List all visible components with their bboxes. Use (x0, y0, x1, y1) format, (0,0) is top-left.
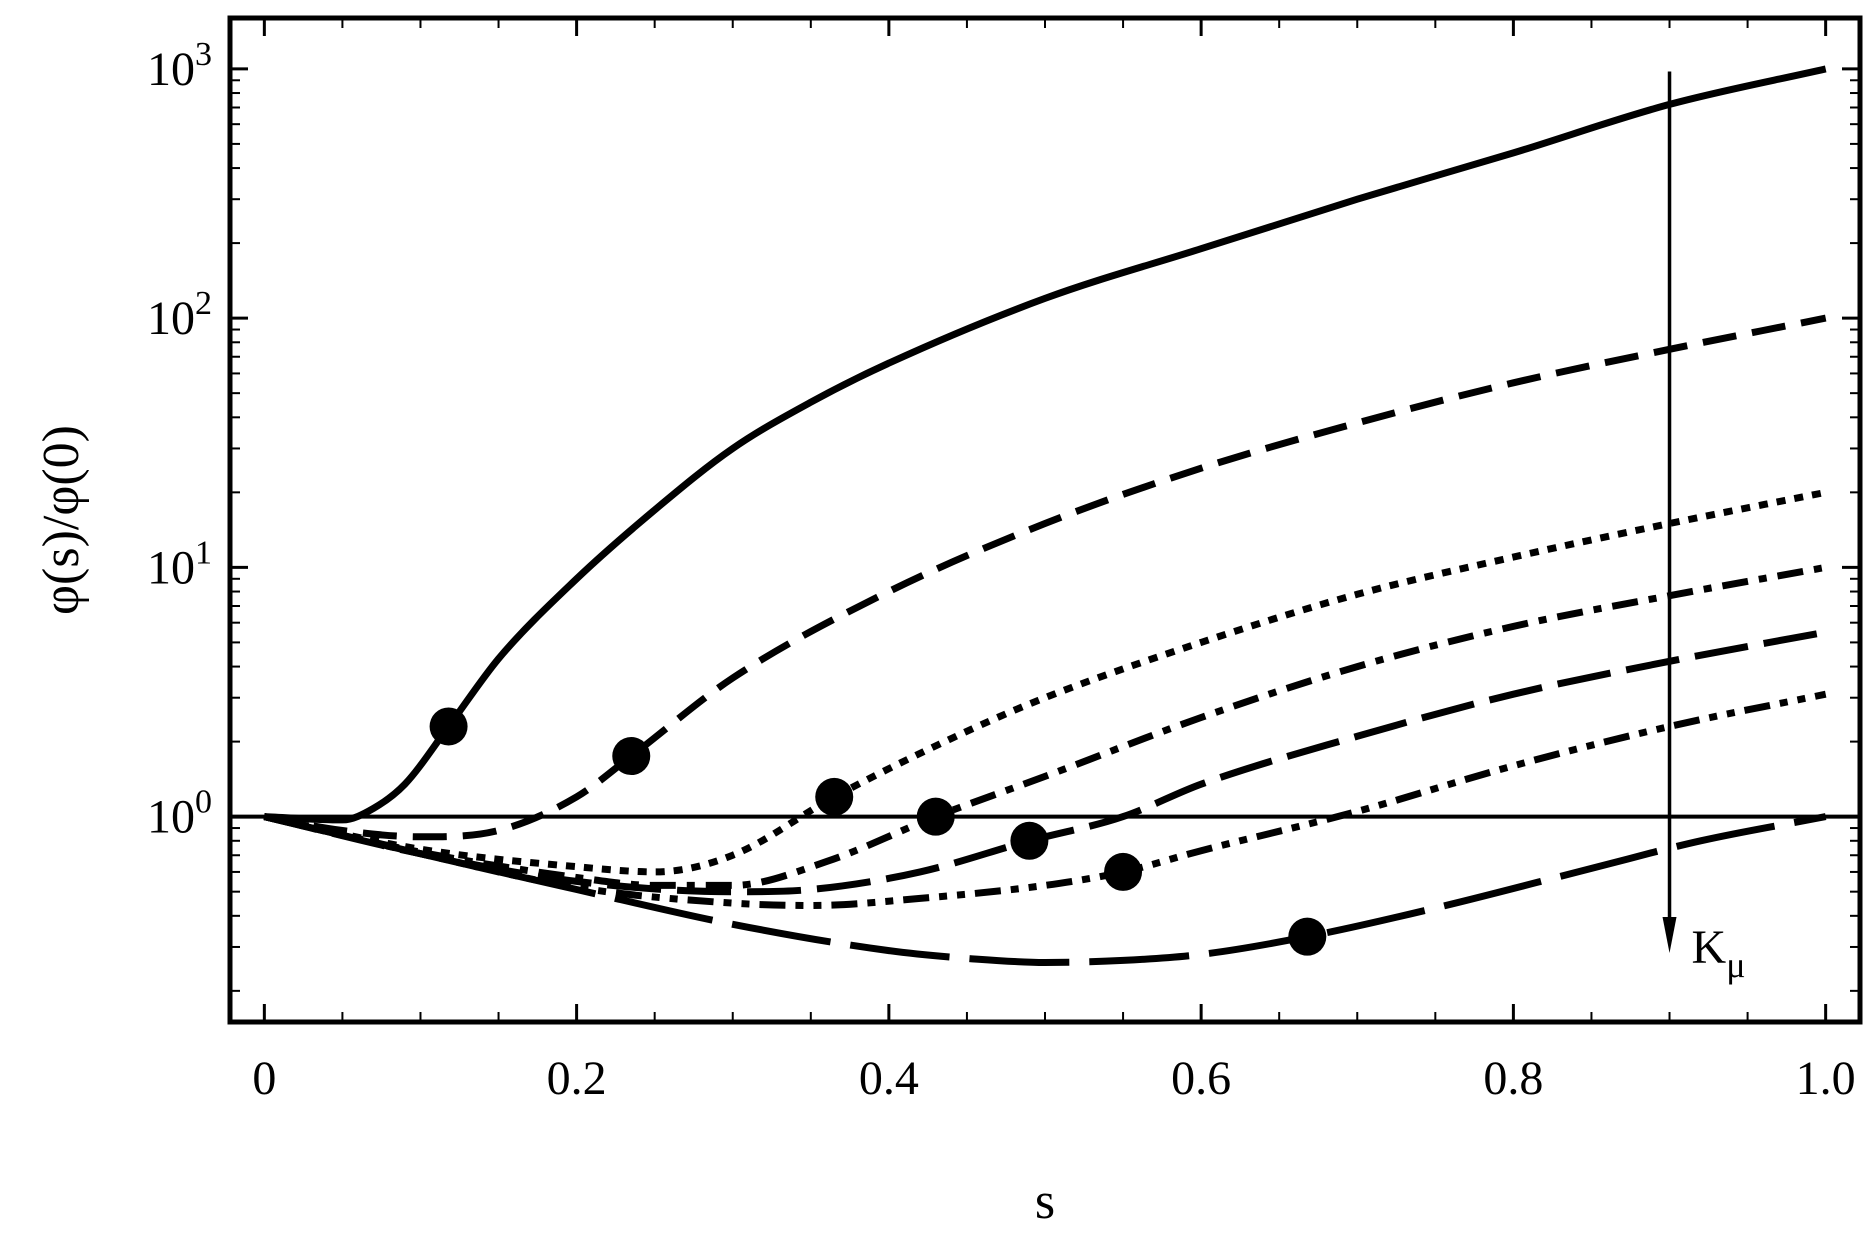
series-line-solid (264, 65, 1827, 824)
k-mu-label-sub: μ (1726, 945, 1745, 985)
series-dash-dot (263, 563, 1827, 889)
x-tick-label: 0 (252, 1052, 276, 1105)
k-mu-arrowhead (1662, 916, 1677, 953)
marker-point-long-dash (1010, 821, 1049, 860)
y-tick-label-exponent: 2 (195, 285, 212, 322)
x-tick-label: 0.2 (547, 1052, 607, 1105)
k-mu-annotation: Kμ (1662, 71, 1746, 985)
series-dashed (263, 314, 1827, 841)
x-tick-label: 0.6 (1171, 1052, 1231, 1105)
k-mu-label: Kμ (1692, 921, 1746, 985)
marker-point-dashed (612, 737, 651, 776)
series-solid (264, 65, 1827, 824)
k-mu-label-main: K (1692, 921, 1727, 974)
y-axis-title: φ(s)/φ(0) (33, 425, 90, 615)
series-line-dash-dot (263, 563, 1827, 889)
y-tick-label-base: 10 (147, 292, 195, 345)
marker-layer (429, 707, 1327, 956)
marker-point-dotted (815, 777, 854, 816)
x-tick-label: 0.4 (859, 1052, 919, 1105)
y-tick-label-base: 10 (147, 541, 195, 594)
y-tick-label-base: 10 (147, 791, 195, 844)
series-line-dashed (263, 314, 1827, 841)
series-dotted (263, 488, 1827, 876)
y-tick-label-exponent: 1 (195, 534, 212, 571)
x-tick-label: 0.8 (1483, 1052, 1543, 1105)
y-tick-label: 101 (147, 534, 212, 594)
series-line-long-dash (263, 628, 1827, 896)
y-tick-label-exponent: 0 (195, 784, 212, 821)
marker-point-dash-dot (916, 797, 955, 836)
marker-point-solid (429, 707, 468, 746)
y-tick-label: 100 (147, 784, 212, 844)
plot-frame (227, 15, 1863, 1025)
y-tick-label-base: 10 (147, 43, 195, 96)
series-line-dotted (263, 488, 1827, 876)
series-line-very-long-dash (263, 813, 1827, 967)
marker-point-dash-dot-dot (1104, 852, 1143, 891)
x-tick-label: 1.0 (1796, 1052, 1856, 1105)
x-axis-title: s (1035, 1173, 1055, 1230)
marker-point-very-long-dash (1288, 917, 1327, 956)
y-tick-label-exponent: 3 (195, 36, 212, 73)
series-very-long-dash (263, 813, 1827, 967)
series-layer (263, 65, 1827, 967)
y-tick-label: 103 (147, 36, 212, 96)
series-long-dash (263, 628, 1827, 896)
y-tick-label: 102 (147, 285, 212, 345)
